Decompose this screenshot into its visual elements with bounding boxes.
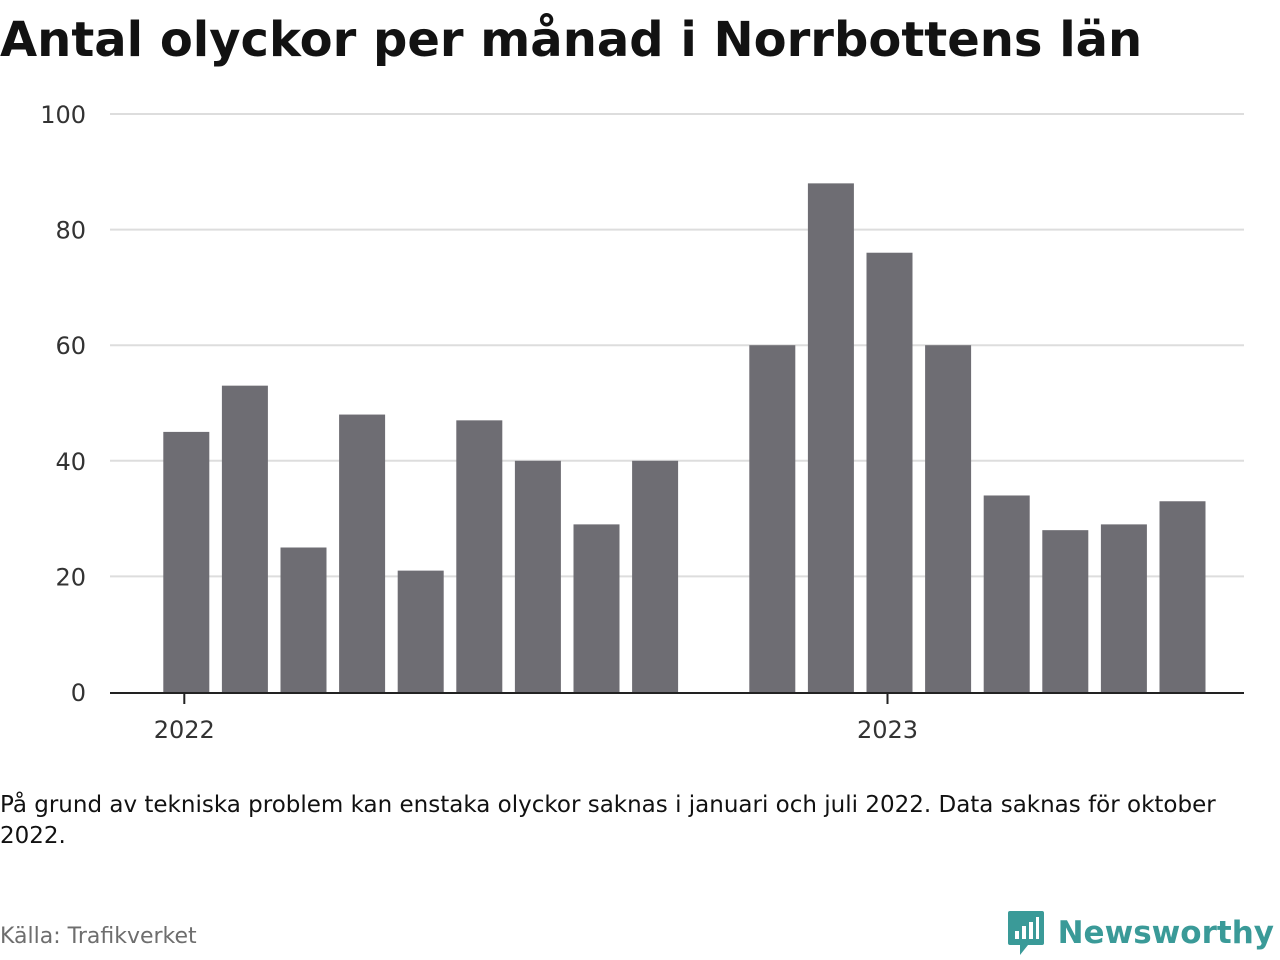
bar — [749, 345, 796, 692]
y-tick-label: 80 — [55, 217, 86, 245]
bar — [221, 385, 268, 692]
bar — [339, 414, 386, 692]
bar — [456, 420, 503, 692]
bar — [573, 524, 620, 692]
bar-chart: 0 20 40 60 80 100 2022 2023 — [40, 101, 1244, 744]
chart-title: Antal olyckor per månad i Norrbottens lä… — [0, 12, 1143, 68]
x-axis: 2022 2023 — [110, 692, 1244, 744]
bar — [1100, 524, 1147, 692]
y-tick-label: 0 — [71, 679, 86, 707]
y-tick-label: 100 — [40, 101, 86, 129]
source-credit: Källa: Trafikverket — [0, 924, 197, 949]
x-tick-label: 2022 — [154, 716, 215, 744]
brand-logo: Newsworthy — [1006, 908, 1274, 958]
bar — [1159, 501, 1206, 692]
brand-name: Newsworthy — [1057, 915, 1274, 951]
bars — [163, 183, 1206, 693]
bar — [632, 460, 679, 692]
y-tick-label: 20 — [55, 563, 86, 591]
bar — [925, 345, 972, 692]
bar — [866, 252, 913, 692]
bar — [514, 460, 561, 692]
newsworthy-logo-icon — [1007, 911, 1044, 955]
bar — [1042, 530, 1089, 692]
footnote: På grund av tekniska problem kan enstaka… — [0, 792, 1216, 849]
y-tick-label: 40 — [55, 448, 86, 476]
bar — [280, 547, 327, 692]
x-tick-label: 2023 — [857, 716, 918, 744]
y-axis-ticks: 0 20 40 60 80 100 — [40, 101, 86, 707]
y-tick-label: 60 — [55, 332, 86, 360]
bar — [163, 431, 210, 692]
bar — [397, 570, 444, 692]
bar — [807, 183, 854, 693]
bar — [983, 495, 1030, 692]
